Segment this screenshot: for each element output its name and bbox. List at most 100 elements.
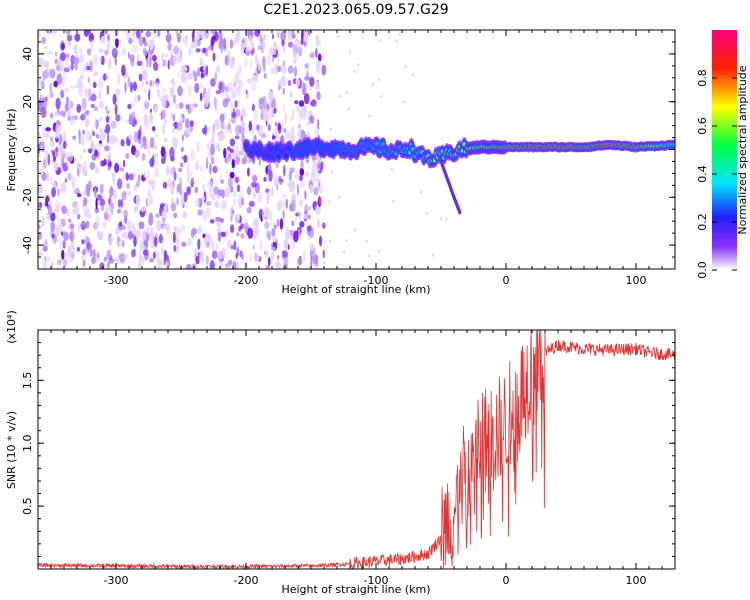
noise-speckle bbox=[231, 112, 237, 118]
noise-speckle bbox=[169, 47, 173, 57]
noise-speckle bbox=[197, 30, 203, 39]
noise-speckle bbox=[304, 63, 309, 69]
noise-speckle bbox=[50, 212, 56, 222]
noise-speckle bbox=[145, 80, 148, 85]
noise-speckle bbox=[236, 68, 242, 75]
noise-speckle bbox=[236, 85, 241, 97]
noise-speckle bbox=[190, 149, 196, 161]
noise-speckle bbox=[42, 158, 47, 169]
noise-speckle bbox=[268, 90, 274, 102]
noise-speckle bbox=[66, 157, 69, 168]
x-tick-label: 100 bbox=[626, 574, 647, 587]
noise-speckle bbox=[62, 258, 68, 268]
noise-speckle bbox=[176, 32, 181, 44]
noise-speckle bbox=[233, 38, 236, 47]
noise-speckle bbox=[194, 186, 199, 194]
noise-speckle bbox=[128, 134, 133, 140]
noise-speckle bbox=[216, 142, 221, 151]
noise-speckle bbox=[219, 218, 225, 223]
noise-speckle bbox=[147, 168, 150, 180]
noise-speckle bbox=[290, 199, 296, 212]
x-tick-label: -300 bbox=[104, 274, 129, 287]
noise-speckle bbox=[317, 53, 322, 62]
noise-speckle bbox=[299, 221, 305, 228]
noise-speckle bbox=[206, 206, 211, 219]
noise-speckle bbox=[82, 66, 85, 74]
noise-speckle bbox=[235, 253, 238, 260]
noise-speckle bbox=[169, 146, 175, 159]
noise-speckle bbox=[127, 76, 131, 88]
noise-speckle bbox=[59, 242, 62, 251]
noise-speckle bbox=[90, 103, 96, 109]
noise-speckle bbox=[368, 114, 371, 118]
noise-speckle bbox=[282, 45, 286, 52]
noise-speckle bbox=[88, 148, 93, 154]
noise-speckle bbox=[136, 180, 140, 188]
noise-speckle bbox=[316, 160, 322, 169]
noise-speckle bbox=[193, 71, 198, 83]
noise-speckle bbox=[111, 44, 114, 50]
noise-speckle bbox=[176, 121, 183, 131]
noise-speckle bbox=[136, 60, 143, 66]
noise-speckle bbox=[175, 226, 181, 238]
y-tick-label: 20 bbox=[21, 95, 34, 109]
noise-speckle bbox=[58, 60, 65, 71]
noise-speckle bbox=[68, 218, 72, 223]
noise-speckle bbox=[82, 161, 88, 173]
noise-speckle bbox=[241, 197, 244, 206]
noise-speckle bbox=[293, 65, 298, 78]
noise-speckle bbox=[288, 170, 292, 182]
noise-speckle bbox=[241, 157, 248, 165]
noise-speckle bbox=[141, 64, 144, 75]
noise-speckle bbox=[115, 88, 121, 96]
noise-speckle bbox=[90, 93, 97, 102]
noise-speckle bbox=[315, 35, 319, 41]
noise-speckle bbox=[109, 134, 115, 146]
snr-frame bbox=[37, 329, 676, 570]
noise-speckle bbox=[121, 190, 127, 201]
noise-speckle bbox=[94, 142, 97, 150]
noise-speckle bbox=[272, 97, 276, 110]
noise-speckle bbox=[139, 249, 142, 262]
noise-speckle bbox=[172, 113, 176, 122]
noise-speckle bbox=[298, 108, 304, 119]
noise-speckle bbox=[143, 113, 149, 126]
noise-speckle bbox=[339, 94, 342, 98]
chart-title: C2E1.2023.065.09.57.G29 bbox=[263, 2, 448, 18]
noise-speckle bbox=[265, 264, 270, 269]
noise-speckle bbox=[185, 127, 190, 135]
noise-speckle bbox=[285, 130, 291, 140]
noise-speckle bbox=[309, 76, 315, 87]
noise-speckle bbox=[316, 91, 321, 101]
noise-speckle bbox=[181, 241, 187, 247]
noise-speckle bbox=[250, 49, 254, 56]
noise-speckle bbox=[211, 35, 217, 41]
noise-speckle bbox=[287, 80, 292, 86]
noise-speckle bbox=[211, 193, 216, 201]
noise-speckle bbox=[69, 233, 74, 241]
noise-speckle bbox=[323, 261, 326, 265]
noise-speckle bbox=[189, 120, 194, 127]
noise-speckle bbox=[420, 190, 423, 194]
noise-speckle bbox=[71, 180, 75, 189]
noise-speckle bbox=[61, 218, 66, 227]
noise-speckle bbox=[194, 247, 198, 255]
noise-speckle bbox=[161, 99, 167, 108]
noise-speckle bbox=[133, 205, 139, 213]
noise-speckle bbox=[107, 132, 110, 144]
noise-speckle bbox=[77, 223, 80, 234]
noise-speckle bbox=[80, 221, 86, 226]
noise-speckle bbox=[99, 133, 104, 141]
noise-speckle bbox=[257, 45, 263, 50]
noise-speckle bbox=[41, 36, 46, 45]
noise-speckle bbox=[44, 133, 50, 138]
noise-speckle bbox=[107, 261, 110, 269]
noise-speckle bbox=[53, 207, 57, 213]
noise-speckle bbox=[123, 209, 129, 218]
noise-speckle bbox=[143, 50, 148, 56]
noise-speckle bbox=[65, 58, 70, 69]
noise-speckle bbox=[125, 119, 130, 124]
noise-speckle bbox=[74, 43, 78, 54]
noise-speckle bbox=[205, 156, 209, 169]
noise-speckle bbox=[245, 30, 251, 35]
